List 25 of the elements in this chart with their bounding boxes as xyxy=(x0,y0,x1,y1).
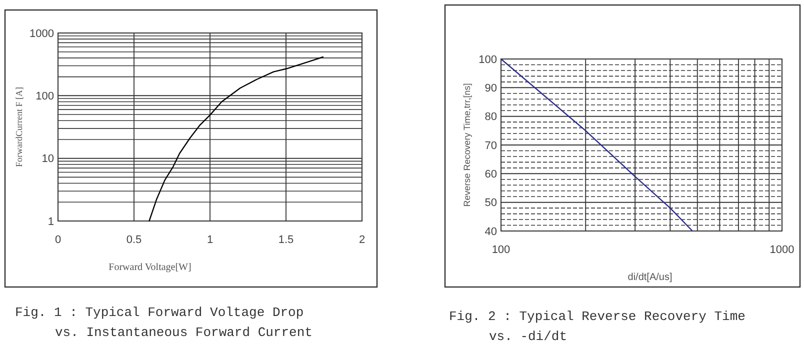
caption: Fig. 1 : Typical Forward Voltage Drop xyxy=(15,305,304,320)
line-series xyxy=(148,56,324,222)
y-tick-label: 70 xyxy=(484,140,497,152)
y-tick-label: 80 xyxy=(484,111,497,124)
y-tick-label: 40 xyxy=(484,226,497,238)
y-tick-label: 1000 xyxy=(30,28,54,40)
y-axis-title: Reverse Recovery Time,trr,[ns] xyxy=(462,83,472,207)
y-tick-label: 90 xyxy=(484,82,497,95)
text: vs. Instantaneous Forward Current xyxy=(55,325,312,340)
y-tick-label: 60 xyxy=(484,168,497,181)
x-tick-label: 1.5 xyxy=(278,234,294,246)
y-tick-label: 100 xyxy=(36,90,54,103)
x-tick-label: 0 xyxy=(54,234,62,246)
y-axis-title: ForwardCurrent F [A] xyxy=(14,87,24,167)
caption: Fig. 2 : Typical Reverse Recovery Time xyxy=(449,309,746,324)
y-tick-label: 1 xyxy=(48,216,54,228)
y-tick-label: 50 xyxy=(484,197,497,210)
y-tick-label: 100 xyxy=(478,54,497,66)
x-axis-title: di/dt[A/us] xyxy=(628,272,672,283)
y-tick-label: 10 xyxy=(42,153,54,166)
x-tick-label: 0.5 xyxy=(126,234,142,246)
x-tick-label: 2 xyxy=(358,234,366,246)
x-axis-title: Forward Voltage[W] xyxy=(108,262,192,273)
x-tick-label: 1 xyxy=(206,234,214,246)
text: vs. -di/dt xyxy=(489,329,568,344)
